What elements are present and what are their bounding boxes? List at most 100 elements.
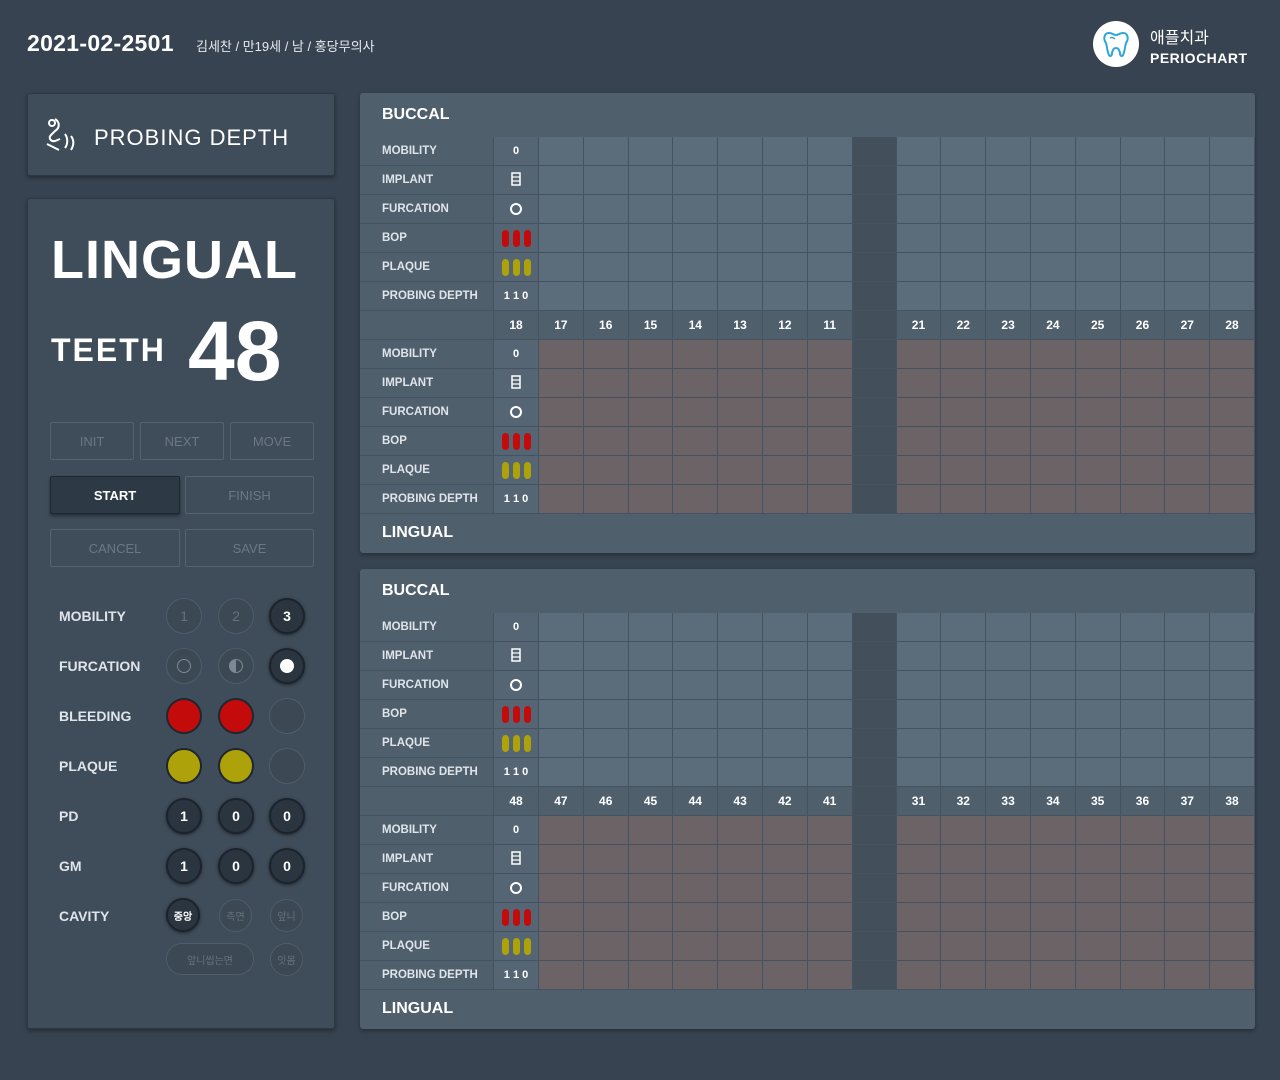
buccal-cell[interactable]: [1030, 166, 1076, 195]
lingual-cell[interactable]: [762, 456, 808, 485]
tooth-number-header[interactable]: 21: [896, 311, 942, 340]
lingual-cell[interactable]: [628, 903, 674, 932]
buccal-cell[interactable]: [673, 729, 719, 758]
lingual-cell[interactable]: [986, 485, 1031, 514]
buccal-cell[interactable]: [718, 137, 763, 166]
lingual-cell[interactable]: [941, 340, 987, 369]
lingual-cell[interactable]: [1030, 427, 1076, 456]
buccal-cell[interactable]: [628, 613, 674, 642]
buccal-cell[interactable]: [539, 758, 584, 787]
buccal-cell[interactable]: [1165, 613, 1211, 642]
lingual-cell[interactable]: [1030, 932, 1076, 961]
lingual-cell[interactable]: [807, 874, 853, 903]
buccal-cell[interactable]: [1210, 613, 1255, 642]
lingual-cell[interactable]: [1075, 427, 1121, 456]
buccal-cell[interactable]: [896, 282, 942, 311]
lingual-cell[interactable]: [539, 845, 584, 874]
lingual-cell[interactable]: [1165, 816, 1211, 845]
lingual-cell[interactable]: [539, 427, 584, 456]
buccal-cell[interactable]: [583, 137, 629, 166]
lingual-cell[interactable]: [896, 874, 942, 903]
buccal-cell[interactable]: [762, 758, 808, 787]
buccal-cell[interactable]: [807, 613, 853, 642]
buccal-cell[interactable]: [628, 224, 674, 253]
lingual-cell[interactable]: [628, 340, 674, 369]
tooth-number-header[interactable]: 32: [941, 787, 987, 816]
lingual-cell[interactable]: [628, 456, 674, 485]
lingual-cell[interactable]: [1165, 369, 1211, 398]
buccal-cell[interactable]: [986, 166, 1031, 195]
tooth-number-header[interactable]: 41: [807, 787, 853, 816]
buccal-cell[interactable]: [583, 758, 629, 787]
buccal-cell[interactable]: [539, 282, 584, 311]
lingual-cell[interactable]: [718, 340, 763, 369]
tooth-number-header[interactable]: 16: [583, 311, 629, 340]
buccal-cell[interactable]: [807, 642, 853, 671]
tooth-number-header[interactable]: 15: [628, 311, 674, 340]
lingual-cell[interactable]: [896, 961, 942, 990]
lingual-cell[interactable]: [1120, 932, 1166, 961]
tooth-number-header[interactable]: 42: [762, 787, 808, 816]
buccal-cell[interactable]: [762, 700, 808, 729]
lingual-cell[interactable]: [941, 932, 987, 961]
buccal-cell[interactable]: [1030, 137, 1076, 166]
buccal-cell[interactable]: [1210, 282, 1255, 311]
lingual-cell[interactable]: [583, 485, 629, 514]
buccal-cell[interactable]: [1210, 224, 1255, 253]
buccal-cell[interactable]: [628, 700, 674, 729]
lingual-cell[interactable]: [762, 427, 808, 456]
plaque-toggle-2[interactable]: [218, 748, 254, 784]
buccal-cell[interactable]: [941, 671, 987, 700]
lingual-cell[interactable]: 0: [494, 816, 539, 845]
lingual-cell[interactable]: [539, 485, 584, 514]
lingual-cell[interactable]: [494, 427, 539, 456]
lingual-cell[interactable]: [762, 845, 808, 874]
buccal-cell[interactable]: [1075, 224, 1121, 253]
lingual-cell[interactable]: [1165, 903, 1211, 932]
tooth-number-header[interactable]: 47: [539, 787, 584, 816]
lingual-cell[interactable]: [1210, 961, 1255, 990]
buccal-cell[interactable]: [673, 671, 719, 700]
cavity-front-biting-button[interactable]: 앞니씹는면: [166, 943, 254, 975]
tooth-number-header[interactable]: 45: [628, 787, 674, 816]
buccal-cell[interactable]: [941, 166, 987, 195]
lingual-cell[interactable]: [1075, 369, 1121, 398]
lingual-cell[interactable]: [1165, 932, 1211, 961]
buccal-cell[interactable]: [583, 671, 629, 700]
buccal-cell[interactable]: [628, 758, 674, 787]
buccal-cell[interactable]: [494, 195, 539, 224]
lingual-cell[interactable]: [718, 874, 763, 903]
lingual-cell[interactable]: [628, 874, 674, 903]
lingual-cell[interactable]: [1075, 874, 1121, 903]
buccal-cell[interactable]: [807, 253, 853, 282]
buccal-cell[interactable]: [762, 137, 808, 166]
furcation-half-button[interactable]: [218, 648, 254, 684]
mobility-option-1[interactable]: 1: [166, 598, 202, 634]
buccal-cell[interactable]: [986, 224, 1031, 253]
lingual-cell[interactable]: [1120, 456, 1166, 485]
lingual-cell[interactable]: [718, 961, 763, 990]
lingual-cell[interactable]: [1165, 398, 1211, 427]
lingual-cell[interactable]: [762, 369, 808, 398]
lingual-cell[interactable]: [539, 398, 584, 427]
lingual-cell[interactable]: [628, 932, 674, 961]
lingual-cell[interactable]: [628, 961, 674, 990]
lingual-cell[interactable]: [673, 903, 719, 932]
buccal-cell[interactable]: [986, 253, 1031, 282]
buccal-cell[interactable]: [1120, 282, 1166, 311]
buccal-cell[interactable]: [718, 642, 763, 671]
tooth-number-header[interactable]: 14: [673, 311, 719, 340]
pd-value-2[interactable]: 0: [218, 798, 254, 834]
buccal-cell[interactable]: [628, 642, 674, 671]
lingual-cell[interactable]: [807, 427, 853, 456]
buccal-cell[interactable]: [986, 700, 1031, 729]
buccal-cell[interactable]: [1120, 224, 1166, 253]
lingual-cell[interactable]: [807, 398, 853, 427]
buccal-cell[interactable]: [1030, 282, 1076, 311]
lingual-cell[interactable]: [583, 456, 629, 485]
lingual-cell[interactable]: [762, 961, 808, 990]
lingual-cell[interactable]: [673, 961, 719, 990]
pd-value-3[interactable]: 0: [269, 798, 305, 834]
lingual-cell[interactable]: [1120, 903, 1166, 932]
buccal-cell[interactable]: [1075, 758, 1121, 787]
